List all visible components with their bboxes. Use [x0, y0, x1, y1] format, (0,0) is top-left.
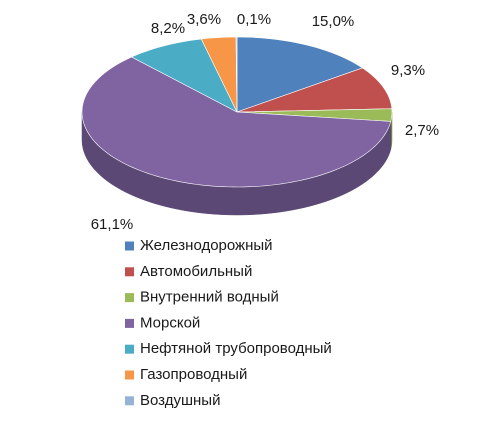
legend-label: Внутренний водный — [140, 289, 279, 306]
legend-marker — [125, 396, 134, 406]
data-label: 9,3% — [391, 62, 425, 79]
legend-marker — [125, 344, 134, 354]
slice — [236, 108, 393, 122]
legend-marker — [125, 267, 134, 277]
legend-label: Нефтяной трубопроводный — [140, 340, 332, 357]
data-label: 15,0% — [312, 13, 355, 30]
slice — [236, 67, 393, 113]
legend-label: Автомобильный — [140, 263, 252, 280]
data-label: 8,2% — [151, 20, 185, 37]
slice — [200, 36, 238, 113]
data-label: 61,1% — [91, 216, 134, 233]
legend-marker — [125, 241, 134, 251]
legend-marker — [125, 370, 134, 380]
slice — [236, 36, 364, 113]
data-label: 0,1% — [237, 11, 271, 28]
slice — [81, 56, 392, 188]
slice — [235, 36, 238, 113]
legend-label: Морской — [140, 314, 200, 331]
legend-marker — [125, 293, 134, 303]
legend-marker — [125, 318, 134, 328]
data-label: 2,7% — [405, 122, 439, 139]
data-label: 3,6% — [187, 11, 221, 28]
legend-label: Газопроводный — [140, 366, 247, 383]
legend-label: Железнодорожный — [140, 237, 273, 254]
slice — [130, 38, 238, 113]
legend-label: Воздушный — [140, 392, 220, 409]
